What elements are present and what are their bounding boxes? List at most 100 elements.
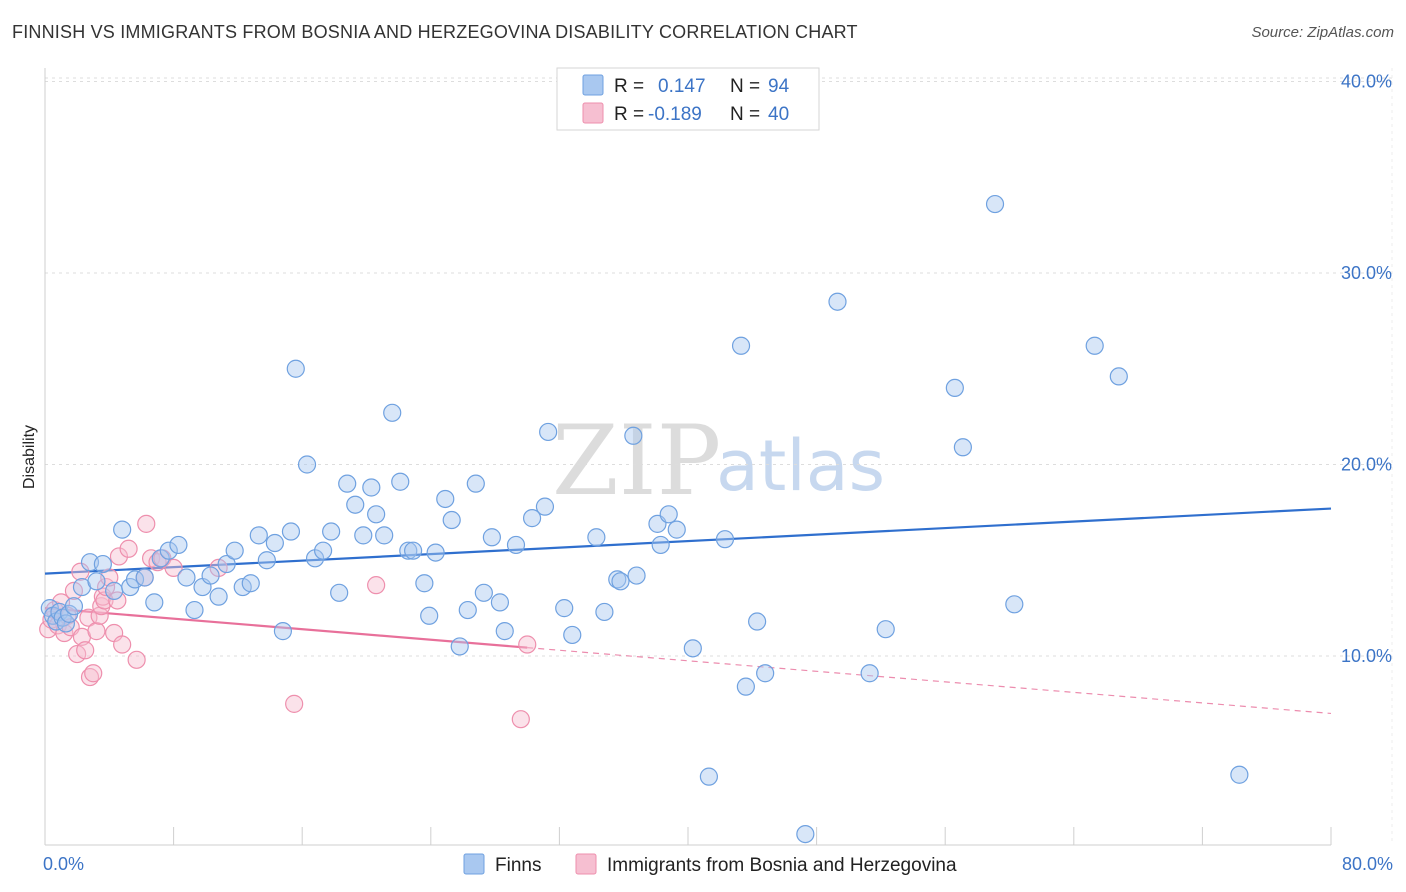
legend-n-label-1: N = bbox=[730, 76, 760, 97]
trend-line-bosnia-solid bbox=[44, 607, 528, 649]
bosnia-point bbox=[95, 591, 114, 610]
finns-point bbox=[756, 664, 775, 683]
finns-point bbox=[354, 526, 373, 545]
finns-point bbox=[506, 535, 526, 555]
finns-point bbox=[436, 489, 455, 509]
bosnia-point bbox=[113, 635, 132, 654]
finns-point bbox=[667, 520, 686, 539]
finns-point bbox=[249, 526, 268, 545]
bottom-legend-bosnia-label: Immigrants from Bosnia and Herzegovina bbox=[607, 855, 957, 876]
finns-point bbox=[627, 566, 646, 585]
bosnia-point bbox=[164, 558, 183, 578]
finns-point bbox=[145, 593, 164, 612]
finns-point bbox=[535, 497, 555, 516]
finns-point bbox=[313, 541, 333, 560]
finns-point bbox=[624, 426, 643, 445]
source-label: Source: ZipAtlas.com bbox=[1251, 24, 1394, 41]
finns-point bbox=[64, 597, 84, 616]
finns-point bbox=[420, 606, 439, 625]
finns-point bbox=[241, 574, 260, 593]
grid-lines bbox=[45, 77, 1392, 657]
finns-point bbox=[281, 522, 301, 541]
finns-point bbox=[404, 541, 423, 560]
finns-point bbox=[346, 495, 365, 514]
bosnia-point bbox=[76, 641, 95, 660]
bosnia-point bbox=[127, 650, 146, 669]
finns-point bbox=[482, 528, 501, 547]
series-legend: Finns Immigrants from Bosnia and Herzego… bbox=[463, 853, 957, 876]
finns-point bbox=[297, 455, 317, 474]
finns-point bbox=[391, 472, 410, 491]
finns-point bbox=[522, 509, 542, 528]
finns-point bbox=[426, 543, 445, 562]
bosnia-point bbox=[119, 539, 138, 558]
finns-point bbox=[367, 505, 386, 524]
trend-line-finns bbox=[44, 507, 1332, 575]
finns-point bbox=[322, 522, 341, 541]
finns-point bbox=[257, 551, 276, 570]
legend-r-value-2: -0.189 bbox=[648, 104, 702, 125]
finns-point bbox=[458, 600, 477, 620]
finns-point bbox=[442, 510, 461, 530]
y-tick-label: 20.0% bbox=[1341, 455, 1392, 475]
finns-point bbox=[87, 572, 106, 591]
finns-point bbox=[217, 554, 236, 574]
finns-point bbox=[338, 474, 357, 493]
finns-point bbox=[1085, 336, 1104, 355]
finns-point bbox=[273, 622, 293, 641]
legend-bosnia-swatch bbox=[582, 102, 604, 124]
finns-point bbox=[466, 474, 485, 493]
finns-point bbox=[450, 637, 469, 656]
finns-point bbox=[608, 570, 627, 589]
watermark-atlas: atlas bbox=[716, 425, 885, 507]
finns-point bbox=[209, 587, 228, 606]
bottom-legend-finns-label: Finns bbox=[495, 855, 541, 876]
bottom-legend-bosnia-swatch bbox=[575, 853, 597, 875]
bosnia-point bbox=[518, 635, 537, 654]
y-axis-label: Disability bbox=[21, 425, 38, 489]
finns-point bbox=[796, 824, 815, 844]
finns-point bbox=[225, 541, 244, 560]
bosnia-point bbox=[87, 622, 106, 641]
y-tick-label: 10.0% bbox=[1341, 646, 1392, 666]
finns-point bbox=[201, 566, 220, 585]
finns-point bbox=[383, 403, 402, 422]
legend-n-label-2: N = bbox=[730, 104, 760, 125]
finns-point bbox=[1109, 367, 1128, 386]
finns-point bbox=[731, 336, 751, 355]
series-finns-points bbox=[40, 194, 1249, 844]
trend-line-bosnia-dashed bbox=[527, 647, 1332, 715]
bosnia-point bbox=[84, 664, 103, 683]
bosnia-point bbox=[511, 710, 530, 729]
legend-r-value-1: 0.147 bbox=[658, 76, 706, 97]
finns-point bbox=[330, 583, 349, 602]
finns-point bbox=[651, 535, 670, 555]
watermark-zip: ZIP bbox=[552, 405, 721, 517]
finns-point bbox=[683, 639, 702, 658]
axis-ticks: 10.0% 20.0% 30.0% 40.0% 0.0% 80.0% bbox=[43, 72, 1393, 875]
bosnia-point bbox=[109, 547, 129, 566]
bosnia-point bbox=[367, 576, 386, 595]
y-tick-label: 40.0% bbox=[1341, 72, 1392, 92]
finns-point bbox=[828, 292, 847, 311]
legend-finns-swatch bbox=[582, 74, 604, 96]
bottom-legend-finns-swatch bbox=[463, 853, 485, 875]
finns-point bbox=[587, 528, 606, 547]
finns-point bbox=[860, 664, 879, 683]
finns-point bbox=[876, 620, 895, 639]
legend-n-value-1: 94 bbox=[768, 76, 790, 97]
finns-point bbox=[399, 541, 418, 560]
finns-point bbox=[375, 526, 394, 545]
bosnia-point bbox=[108, 591, 127, 610]
finns-point bbox=[1005, 595, 1024, 614]
finns-point bbox=[177, 568, 196, 587]
finns-point bbox=[945, 378, 964, 397]
bosnia-point bbox=[285, 694, 304, 713]
trend-lines bbox=[44, 507, 1332, 715]
finns-point bbox=[490, 593, 510, 612]
finns-point bbox=[539, 422, 558, 442]
x-tick-label-max: 80.0% bbox=[1342, 854, 1393, 874]
finns-point bbox=[159, 541, 178, 560]
finns-point bbox=[595, 602, 614, 622]
